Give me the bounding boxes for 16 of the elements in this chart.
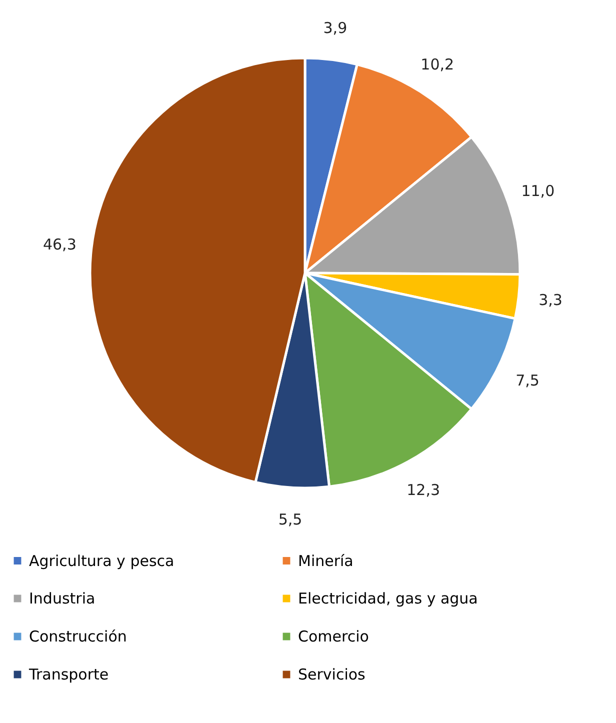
legend-label: Transporte [28, 666, 109, 684]
data-label: 3,9 [323, 18, 348, 37]
data-label: 46,3 [42, 235, 76, 254]
data-label: 12,3 [406, 480, 440, 499]
legend-label: Minería [298, 552, 354, 570]
legend-label: Comercio [298, 628, 369, 646]
data-label: 7,5 [516, 371, 540, 390]
data-label: 11,0 [521, 182, 555, 200]
data-label: 10,2 [420, 55, 454, 74]
data-label: 5,5 [278, 510, 302, 529]
legend-label: Construcción [29, 628, 127, 646]
legend-label: Industria [29, 590, 96, 608]
data-label: 3,3 [538, 291, 562, 310]
legend-label: Servicios [298, 666, 366, 684]
legend-label: Electricidad, gas y agua [298, 590, 478, 608]
legend-label: Agricultura y pesca [29, 552, 174, 570]
